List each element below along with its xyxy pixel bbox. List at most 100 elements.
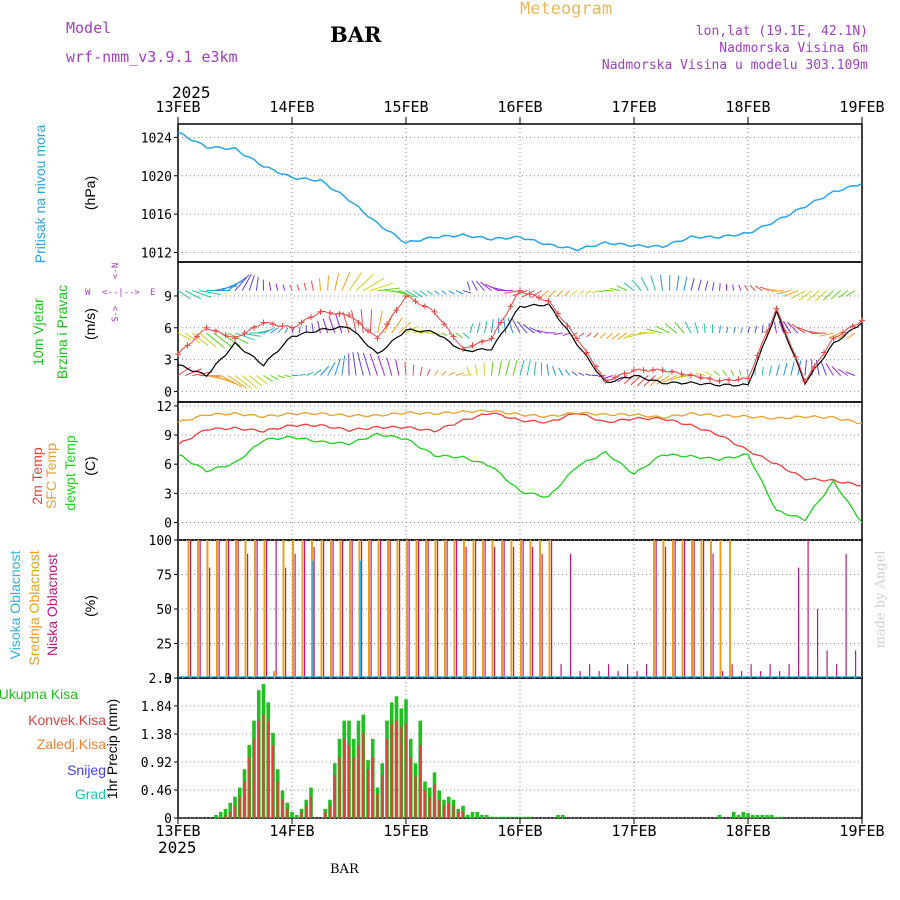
wind-vector xyxy=(683,276,688,291)
wind-vector xyxy=(578,372,585,376)
gust-marker xyxy=(213,328,219,335)
y-tick-label: 0.46 xyxy=(141,784,172,799)
wind-vector xyxy=(519,360,525,376)
wind-vector xyxy=(754,325,757,334)
y-tick-label: 1.84 xyxy=(141,700,172,715)
cloud-bar xyxy=(425,540,427,678)
wind-vector xyxy=(791,290,806,299)
temp-line-sfc-temp xyxy=(177,409,863,425)
precip-bar xyxy=(760,814,765,818)
precip-bar xyxy=(324,811,327,818)
wind-vector xyxy=(341,271,351,291)
wind-vector xyxy=(351,309,357,334)
precip-bar xyxy=(400,726,403,818)
gust-marker xyxy=(745,375,751,382)
x-tick-label-top: 19FEB xyxy=(839,98,884,116)
precip-bar xyxy=(343,738,346,818)
wind-vector xyxy=(694,321,699,334)
gust-marker xyxy=(716,377,723,384)
wind-vector xyxy=(831,365,841,376)
gust-marker xyxy=(640,367,647,374)
gust-marker xyxy=(621,370,628,377)
precip-bar xyxy=(214,814,218,818)
precip-bar xyxy=(229,811,232,818)
x-tick-label-top: 14FEB xyxy=(269,98,314,116)
wind-vector xyxy=(704,280,709,291)
wind-vector xyxy=(234,375,252,389)
precip-bar xyxy=(376,793,379,818)
cloud-bar xyxy=(731,664,733,678)
y-tick-label: 1024 xyxy=(141,131,172,146)
wind-vector xyxy=(610,287,620,292)
cloud-bar xyxy=(598,671,600,678)
wind-vector xyxy=(386,357,393,376)
precip-legend-snow: Snijeg xyxy=(67,762,106,778)
precip-bar xyxy=(769,814,774,818)
wind-vector xyxy=(730,369,735,376)
wind-vector xyxy=(606,332,613,340)
precip-bar xyxy=(475,811,480,818)
gust-marker xyxy=(783,329,789,336)
precip-bar xyxy=(736,814,741,818)
x-tick-label-bottom: 15FEB xyxy=(383,822,428,840)
precip-bar xyxy=(423,790,427,818)
wind-vector xyxy=(298,326,301,334)
x-tick-label-bottom: 19FEB xyxy=(839,822,884,840)
wind-vector xyxy=(776,364,780,376)
precip-bar xyxy=(489,816,494,818)
cloud-bar xyxy=(301,540,304,678)
wind-vector xyxy=(749,285,756,291)
cloud-bar xyxy=(510,540,513,678)
wind-vector xyxy=(491,361,494,376)
cloud-bar xyxy=(522,540,524,678)
wind-vector xyxy=(783,363,788,376)
wind-vector xyxy=(322,318,329,334)
wind-vector xyxy=(270,375,279,380)
cloud-bar xyxy=(456,540,458,678)
wind-vector xyxy=(791,323,806,334)
y-tick-label: 50 xyxy=(156,603,172,618)
wind-vector xyxy=(846,332,856,340)
wind-vector xyxy=(360,309,364,334)
wind-vector xyxy=(483,320,488,334)
cloud-bar xyxy=(228,540,230,678)
gust-marker xyxy=(441,321,447,328)
precip-bar xyxy=(252,738,256,818)
y-tick-label: 1.38 xyxy=(141,728,172,743)
wind-vector xyxy=(412,290,423,298)
lonlat-label: lon,lat (19.1E, 42.1N) xyxy=(695,24,868,39)
cloud-bar xyxy=(665,546,667,678)
wind-vector xyxy=(263,375,273,382)
cloud-bar xyxy=(313,546,315,678)
precip-bar xyxy=(262,714,265,818)
y-tick-label: 100 xyxy=(149,534,172,549)
precip-bar xyxy=(480,814,484,818)
wind-vector xyxy=(498,360,502,376)
precip-legend-freezing: Zaledj.Kisa xyxy=(36,736,106,752)
gust-marker xyxy=(279,322,286,329)
wind-vector xyxy=(318,278,321,291)
cloud-bar xyxy=(691,540,693,678)
cloud-bar xyxy=(760,671,762,678)
chart-title: Meteogram xyxy=(520,0,613,19)
wind-vector xyxy=(455,332,463,339)
cloud-bar xyxy=(560,664,562,678)
cloud-bar xyxy=(826,650,828,678)
wind-vector xyxy=(334,273,340,291)
wind-vector xyxy=(255,277,259,291)
cloud-bar xyxy=(703,540,705,678)
y-tick-label: 6 xyxy=(164,458,172,473)
gust-marker xyxy=(412,298,419,305)
wind-vector xyxy=(348,272,363,291)
wind-vector xyxy=(462,332,470,339)
wind-vector xyxy=(317,320,321,334)
gust-marker xyxy=(175,351,181,358)
wind-vector xyxy=(377,310,383,334)
precip-bar xyxy=(218,811,223,818)
precip-bar xyxy=(556,814,560,818)
wind-vector xyxy=(562,332,571,336)
temp-line-2m-temp xyxy=(177,412,863,487)
wind-vector xyxy=(370,282,394,292)
compass-west: W xyxy=(85,288,91,298)
wind-vector xyxy=(747,326,751,334)
